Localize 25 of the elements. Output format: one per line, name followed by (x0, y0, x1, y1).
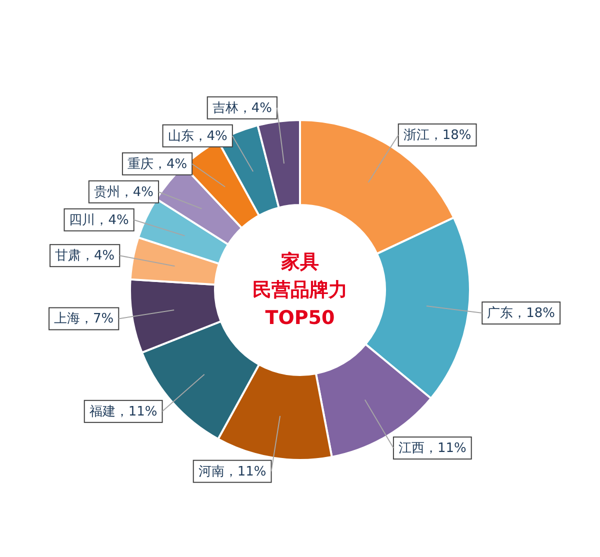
data-label: ，11% (115, 404, 158, 419)
slice-label: 贵州 (94, 184, 120, 200)
slice-label: 福建 (89, 404, 116, 419)
slice-label: 河南 (198, 464, 224, 479)
data-label: ，11% (424, 440, 466, 456)
slice-label: 浙江 (403, 127, 430, 142)
text: 家具 (281, 250, 319, 275)
data-label: ，4% (81, 248, 115, 264)
slice-label: 江西 (398, 440, 424, 456)
slice-label: 甘肃 (55, 248, 82, 264)
slice-label: 广东 (487, 306, 514, 321)
data-label: ，4% (238, 100, 272, 116)
slice-label: 四川 (69, 212, 96, 228)
data-label: ，4% (95, 212, 129, 228)
data-label: ，18% (429, 127, 472, 142)
slice-label: 重庆 (127, 156, 154, 172)
slice-label: 吉林 (212, 100, 238, 116)
text: 民营品牌力TOP50 (252, 278, 348, 331)
data-label: ，7% (80, 311, 114, 326)
data-label: ，18% (513, 306, 556, 321)
slice-label: 山东 (168, 128, 194, 144)
data-label: ，4% (194, 128, 228, 144)
data-label: ，4% (153, 156, 188, 172)
data-label: ，11% (224, 464, 266, 479)
slice-label: 上海 (54, 311, 80, 326)
